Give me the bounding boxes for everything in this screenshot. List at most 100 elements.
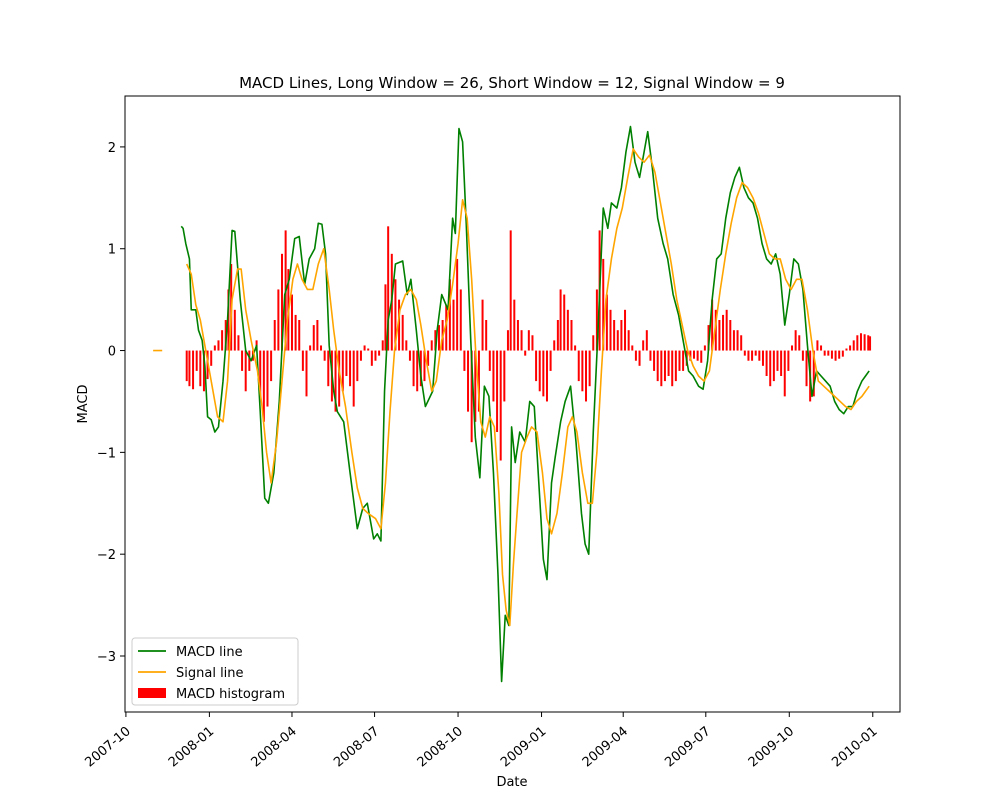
histogram-bar [266, 350, 269, 407]
histogram-bar [689, 350, 692, 361]
histogram-bar [765, 350, 768, 376]
histogram-bar [237, 335, 240, 351]
histogram-bar [663, 350, 666, 382]
y-tick-label: 1 [108, 243, 116, 258]
histogram-bar [816, 340, 819, 351]
histogram-bar [309, 345, 312, 351]
histogram-bar [563, 294, 566, 351]
histogram-bar [405, 340, 408, 351]
histogram-bar [787, 350, 790, 371]
histogram-bar [714, 309, 717, 351]
legend-label: MACD line [176, 645, 243, 660]
histogram-bar [506, 330, 509, 351]
histogram-bar [427, 350, 430, 366]
histogram-bar [812, 350, 815, 397]
histogram-bar [794, 330, 797, 351]
histogram-bar [791, 345, 794, 351]
histogram-bar [678, 350, 681, 371]
histogram-bar [823, 350, 826, 356]
histogram-bar [359, 350, 362, 361]
histogram-bar [595, 289, 598, 351]
histogram-bar [520, 330, 523, 351]
histogram-bar [588, 350, 591, 387]
histogram-bar [627, 330, 630, 351]
histogram-bar [467, 350, 470, 412]
histogram-bar [801, 350, 804, 361]
histogram-bar [732, 330, 735, 351]
y-tick-label: 2 [108, 141, 116, 156]
histogram-bar [653, 350, 656, 371]
histogram-bar [387, 226, 390, 351]
histogram-bar [398, 299, 401, 351]
histogram-bar [273, 320, 276, 351]
histogram-bar [743, 350, 746, 356]
histogram-bar [485, 320, 488, 351]
histogram-bar [370, 350, 373, 366]
histogram-bar [570, 320, 573, 351]
histogram-bar [736, 330, 739, 351]
histogram-bar [394, 279, 397, 351]
histogram-bar [374, 350, 377, 361]
histogram-bar [434, 330, 437, 351]
histogram-bar [729, 320, 732, 351]
histogram-bar [531, 335, 534, 351]
histogram-bar [509, 230, 512, 351]
histogram-bar [527, 330, 530, 351]
histogram-bar [542, 350, 545, 397]
histogram-bar [408, 350, 411, 361]
histogram-bar [674, 350, 677, 382]
histogram-bar [327, 350, 330, 387]
legend: MACD line Signal line MACD histogram [131, 637, 299, 706]
histogram-bar [725, 309, 728, 351]
histogram-bar [412, 350, 415, 387]
histogram-bar [363, 345, 366, 351]
histogram-bar [849, 345, 852, 351]
histogram-bar [416, 350, 419, 392]
histogram-bar [693, 350, 695, 359]
histogram-bar [820, 345, 823, 351]
histogram-bar [620, 320, 623, 351]
histogram-bar [577, 350, 580, 382]
histogram-bar [867, 335, 870, 351]
histogram-bar [233, 309, 236, 351]
histogram-bar [513, 299, 516, 351]
histogram-bar [856, 335, 859, 351]
histogram-bar [751, 350, 754, 361]
histogram-bar [616, 330, 619, 351]
histogram-bar [448, 279, 451, 351]
x-axis-label: Date [496, 775, 527, 790]
histogram-bar [496, 350, 499, 432]
histogram-bar [185, 350, 188, 382]
histogram-bar [631, 345, 634, 351]
histogram-bar [323, 350, 326, 361]
histogram-bar [559, 289, 562, 351]
histogram-bar [199, 350, 202, 387]
histogram-bar [682, 350, 685, 371]
histogram-bar [700, 350, 703, 363]
histogram-bar [609, 309, 612, 351]
histogram-bar [649, 350, 652, 361]
y-axis-label: MACD [76, 385, 91, 424]
histogram-bar [581, 350, 584, 392]
histogram-bar [227, 289, 230, 351]
histogram-bar [499, 350, 502, 461]
y-tick-label: −3 [97, 650, 116, 665]
histogram-bar [445, 304, 448, 351]
histogram-bar [535, 350, 538, 382]
histogram-bar [352, 350, 355, 407]
histogram-bar [696, 350, 699, 361]
histogram-bar [642, 340, 645, 351]
histogram-bar [356, 350, 359, 382]
chart-title: MACD Lines, Long Window = 26, Short Wind… [239, 74, 785, 92]
histogram-bar [192, 350, 195, 390]
histogram-bar [556, 320, 559, 351]
histogram-bar [656, 350, 659, 382]
histogram-bar [545, 350, 548, 402]
y-tick-label: 0 [108, 345, 116, 360]
histogram-bar [671, 350, 674, 387]
histogram-bar [769, 350, 772, 387]
histogram-bar [772, 350, 775, 382]
histogram-bar [452, 299, 455, 351]
histogram-bar [262, 350, 265, 422]
histogram-bar [488, 350, 491, 371]
